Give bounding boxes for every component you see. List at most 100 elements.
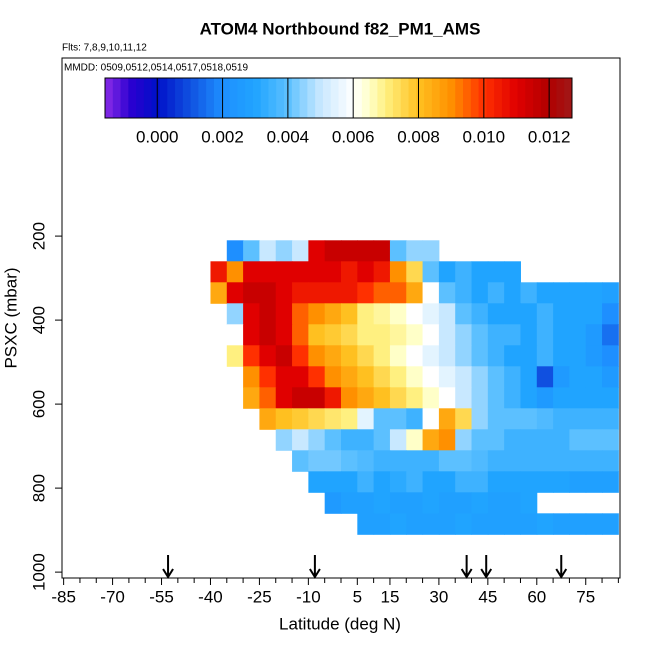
heat-cell — [389, 387, 407, 409]
colorbar-swatch — [291, 78, 301, 118]
heat-cell — [438, 492, 456, 514]
colorbar-swatch — [431, 78, 441, 118]
heat-cell — [504, 366, 521, 388]
colorbar-swatch — [400, 78, 410, 118]
heat-cell — [487, 345, 505, 367]
heat-cell — [569, 513, 587, 535]
colorbar-swatch — [206, 78, 215, 118]
colorbar-tick-label: 0.000 — [136, 127, 179, 146]
heat-cell — [585, 450, 603, 472]
colorbar-swatch — [377, 78, 386, 118]
colorbar-swatch — [408, 78, 417, 118]
heat-cell — [341, 387, 358, 409]
latitude-arrow — [480, 555, 493, 579]
heat-cell — [406, 513, 424, 535]
heat-cell — [373, 366, 391, 388]
heat-cell — [569, 471, 587, 493]
heat-cell — [259, 303, 277, 325]
heat-cell — [569, 282, 587, 304]
heat-cell — [373, 324, 391, 346]
heat-cell — [553, 408, 570, 430]
heat-cell — [455, 471, 473, 493]
heat-cell — [357, 408, 375, 430]
heat-cell — [569, 303, 587, 325]
heat-cell — [357, 303, 375, 325]
heat-cell — [504, 261, 521, 283]
heat-cell — [210, 282, 228, 304]
heat-cell — [341, 303, 358, 325]
heat-cell — [357, 324, 375, 346]
heat-cell — [389, 450, 407, 472]
heat-cell — [471, 303, 489, 325]
heat-cell — [438, 345, 456, 367]
heat-cell — [520, 513, 538, 535]
heat-cell — [341, 282, 358, 304]
heat-cell — [520, 408, 538, 430]
heat-cell — [341, 450, 358, 472]
heat-cell — [373, 492, 391, 514]
colorbar-swatch — [564, 78, 573, 118]
heat-cell — [324, 429, 342, 451]
heat-cell — [357, 240, 375, 262]
heat-cell — [324, 450, 342, 472]
heat-cell — [341, 492, 358, 514]
heat-cell — [422, 387, 440, 409]
heat-cell — [520, 429, 538, 451]
colorbar-swatch — [237, 78, 246, 118]
heat-cell — [520, 492, 538, 514]
heat-cell — [292, 387, 309, 409]
heat-cell — [357, 513, 375, 535]
heat-cell — [455, 345, 473, 367]
heat-cell — [292, 366, 309, 388]
heat-cell — [243, 387, 260, 409]
colorbar-swatch — [260, 78, 269, 118]
x-tick-label: -25 — [247, 587, 272, 606]
heat-cell — [292, 261, 309, 283]
heat-cell — [536, 513, 554, 535]
colorbar-swatch — [470, 78, 480, 118]
heat-cell — [585, 345, 603, 367]
heat-cell — [504, 450, 521, 472]
colorbar-swatch — [416, 78, 425, 118]
heat-cell — [422, 366, 440, 388]
heat-cell — [422, 303, 440, 325]
heat-cell — [585, 471, 603, 493]
heat-cell — [536, 345, 554, 367]
heat-cell — [471, 345, 489, 367]
colorbar-swatch — [486, 78, 495, 118]
heat-cell — [243, 345, 260, 367]
colorbar-swatch — [509, 78, 519, 118]
heat-cell — [487, 408, 505, 430]
heat-cell — [422, 240, 440, 262]
colorbar-swatch — [424, 78, 433, 118]
heat-cell — [504, 345, 521, 367]
heat-cell — [275, 324, 293, 346]
heat-cell — [471, 429, 489, 451]
colorbar-swatch — [221, 78, 231, 118]
colorbar-swatch — [182, 78, 192, 118]
colorbar-swatch — [346, 78, 355, 118]
heat-cell — [226, 261, 244, 283]
heat-cell — [341, 471, 358, 493]
heat-cell — [373, 240, 391, 262]
heat-cell — [536, 471, 554, 493]
x-tick-label: -10 — [296, 587, 321, 606]
heat-cell — [341, 429, 358, 451]
heat-cell — [406, 492, 424, 514]
colorbar-swatch — [517, 78, 526, 118]
heat-cell — [455, 387, 473, 409]
heat-cell — [553, 345, 570, 367]
heat-cell — [406, 471, 424, 493]
heat-cell — [487, 303, 505, 325]
heat-cell — [569, 450, 587, 472]
heat-cell — [438, 324, 456, 346]
heat-cell — [536, 429, 554, 451]
colorbar-swatch — [525, 78, 534, 118]
colorbar-swatch — [105, 78, 114, 118]
heat-cell — [389, 408, 407, 430]
heat-cell — [569, 345, 587, 367]
colorbar-swatch — [361, 78, 371, 118]
heat-cell — [487, 324, 505, 346]
heat-cell — [438, 282, 456, 304]
heat-cell — [308, 324, 326, 346]
